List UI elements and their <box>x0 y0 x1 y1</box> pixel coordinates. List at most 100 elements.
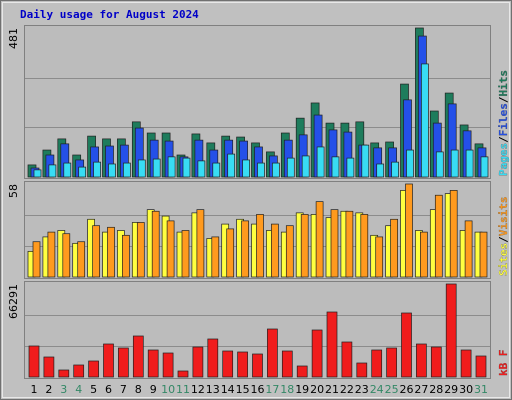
bar <box>450 149 459 178</box>
x-tick-label: 25 <box>385 383 399 396</box>
bar <box>182 157 191 178</box>
bar <box>152 158 161 178</box>
bar <box>375 236 384 278</box>
bar <box>331 156 340 178</box>
bar <box>242 159 250 178</box>
bar <box>285 225 294 278</box>
legend: Pages/Files/Hits <box>497 70 510 176</box>
legend: Sites/Visits <box>497 197 510 277</box>
bar <box>226 228 235 278</box>
bar <box>147 349 159 378</box>
x-tick-label: 26 <box>400 383 414 396</box>
bar <box>360 214 369 278</box>
legend-separator: / <box>497 96 510 103</box>
bar <box>326 311 338 378</box>
bar <box>480 156 489 178</box>
legend-entry: Files <box>497 103 510 136</box>
bar <box>107 226 115 278</box>
bar <box>390 218 398 278</box>
bar <box>88 360 99 378</box>
bar <box>177 370 189 378</box>
bar <box>78 166 87 178</box>
bar <box>267 328 278 378</box>
bar <box>118 347 129 378</box>
bar <box>361 144 370 178</box>
x-tick-label: 14 <box>221 383 235 396</box>
x-tick-label: 27 <box>414 383 428 396</box>
bar <box>211 236 220 278</box>
bar <box>435 151 444 178</box>
x-tick-label: 30 <box>459 383 473 396</box>
chart-title: Daily usage for August 2024 <box>20 8 199 21</box>
x-tick-label: 29 <box>444 383 458 396</box>
bar <box>430 346 442 378</box>
bar <box>77 241 86 278</box>
legend-entry: Visits <box>497 197 510 237</box>
bar <box>464 220 473 278</box>
x-tick-label: 20 <box>310 383 324 396</box>
y-tick-label: 481 <box>7 28 20 49</box>
bar <box>108 163 116 178</box>
x-tick-label: 17 <box>265 383 279 396</box>
bar <box>32 241 41 278</box>
bar <box>47 231 56 278</box>
bar <box>405 183 413 278</box>
bar <box>151 210 160 278</box>
bar <box>167 156 176 178</box>
bar <box>252 353 263 378</box>
bar <box>197 160 206 178</box>
bar <box>300 214 309 278</box>
bar <box>192 346 204 378</box>
bar <box>271 223 279 278</box>
legend-entry: kB F <box>497 350 510 377</box>
bar <box>315 201 324 278</box>
bar <box>460 349 472 378</box>
x-tick-label: 23 <box>355 383 369 396</box>
bar <box>376 163 385 178</box>
x-tick-label: 21 <box>325 383 339 396</box>
y-tick-label: 66291 <box>7 284 20 319</box>
bar <box>123 162 131 178</box>
x-tick-label: 28 <box>429 383 443 396</box>
bar <box>356 362 368 378</box>
x-tick-label: 5 <box>90 383 97 396</box>
bar <box>136 222 145 278</box>
x-tick-label: 18 <box>280 383 294 396</box>
bar <box>103 343 114 378</box>
bar <box>257 162 265 178</box>
bar <box>296 365 308 378</box>
bar <box>241 220 249 278</box>
bar <box>301 155 310 178</box>
bar <box>272 162 280 178</box>
bar <box>401 312 412 378</box>
bar <box>475 355 487 378</box>
x-tick-label: 9 <box>150 383 157 396</box>
x-tick-label: 7 <box>120 383 127 396</box>
x-tick-label: 22 <box>340 383 354 396</box>
bar <box>346 157 355 178</box>
bar <box>416 343 427 378</box>
x-tick-label: 13 <box>206 383 220 396</box>
legend-entry: Hits <box>497 70 510 97</box>
x-tick-label: 4 <box>75 383 82 396</box>
legend: kB F <box>497 350 510 377</box>
bar <box>421 63 429 178</box>
bar <box>371 349 383 378</box>
bar <box>311 329 323 378</box>
bar <box>212 162 221 178</box>
legend-separator: / <box>497 236 510 243</box>
bar <box>132 335 144 378</box>
x-tick-label: 16 <box>251 383 265 396</box>
bar <box>181 230 190 278</box>
bar <box>33 169 42 178</box>
bar <box>62 233 71 278</box>
x-tick-label: 6 <box>105 383 112 396</box>
bar <box>465 149 474 178</box>
x-tick-label: 31 <box>474 383 488 396</box>
bar <box>207 338 219 378</box>
bar <box>48 164 57 178</box>
bar <box>222 350 234 378</box>
bar <box>162 352 174 378</box>
